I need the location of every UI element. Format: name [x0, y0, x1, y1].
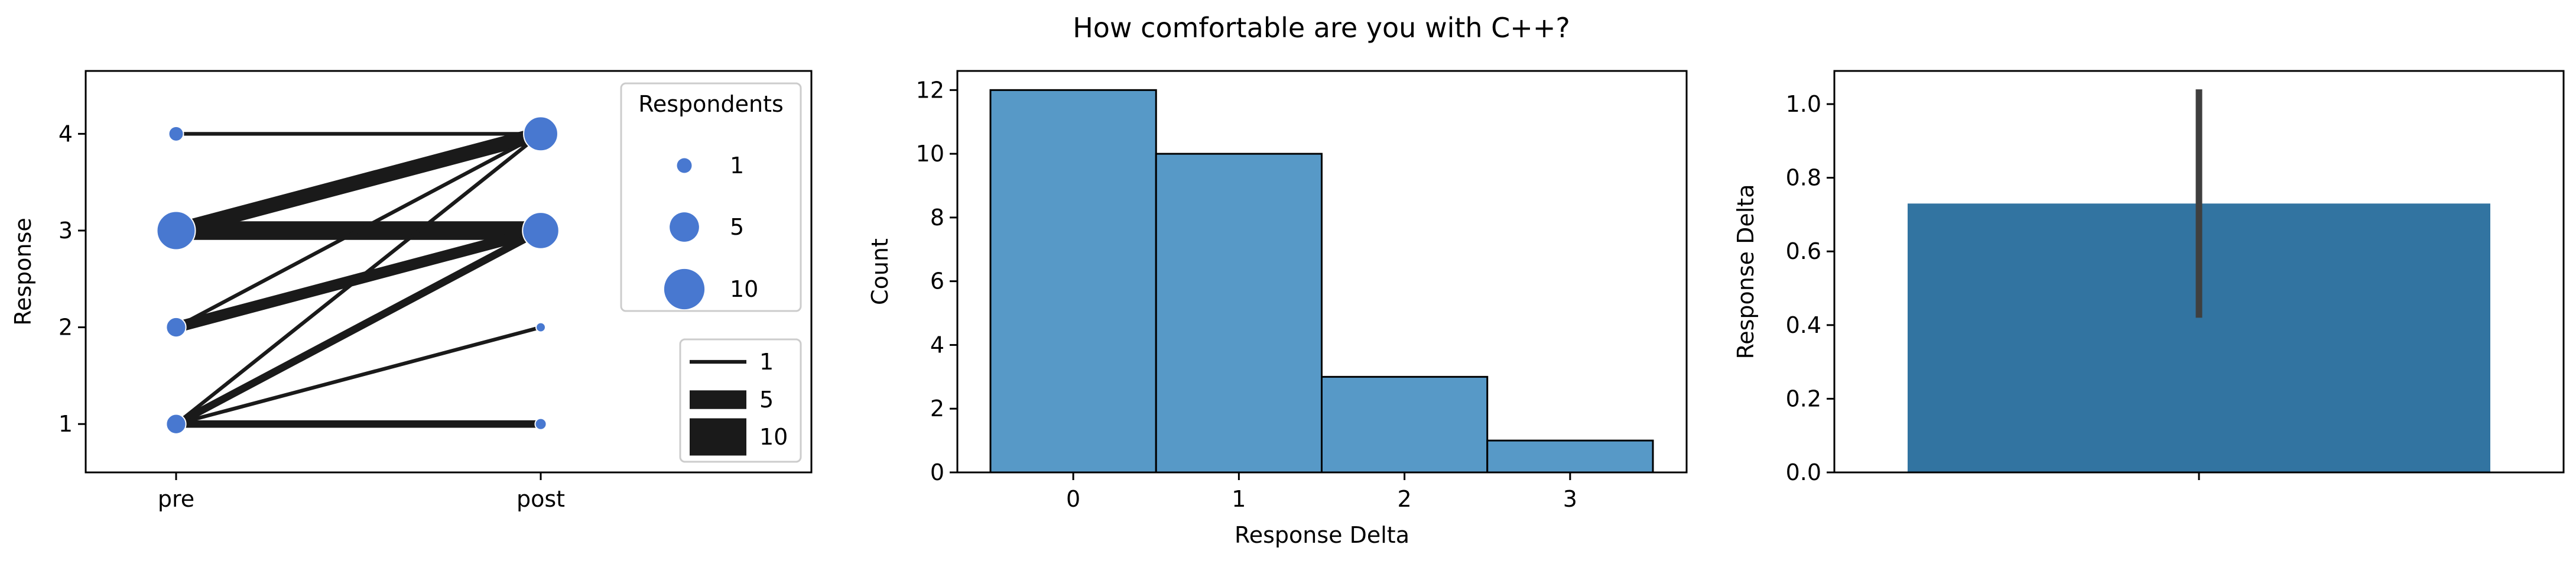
y-tick-label: 2 — [59, 315, 73, 341]
size-legend-box — [620, 82, 802, 312]
size-legend-label: 1 — [730, 153, 744, 179]
y-tick-label: 1 — [59, 411, 73, 437]
link-line — [176, 325, 541, 426]
y-tick-label: 0 — [930, 459, 944, 485]
link-line — [175, 132, 542, 329]
y-tick-label: 12 — [916, 77, 944, 103]
width-legend-label: 10 — [759, 424, 788, 450]
x-axis-label: Response Delta — [1235, 522, 1409, 548]
y-axis-label: Response Delta — [1733, 184, 1759, 359]
y-tick-label: 4 — [930, 332, 944, 358]
size-legend-label: 5 — [730, 214, 744, 240]
width-legend-label: 1 — [759, 349, 774, 375]
figure-title: How comfortable are you with C++? — [1073, 12, 1570, 44]
mean-bar-chart: 0.0 0.2 0.4 0.6 0.8 1.0 Response Delta — [1733, 70, 2565, 485]
size-legend-marker — [670, 212, 699, 242]
response-node — [534, 417, 547, 430]
y-tick-label: 4 — [59, 121, 73, 147]
size-legend-marker — [664, 268, 705, 310]
y-tick-label: 0.4 — [1786, 312, 1821, 338]
y-tick-label: 0.0 — [1786, 459, 1821, 485]
y-tick-label: 8 — [930, 205, 944, 231]
axes-frame — [956, 70, 1688, 474]
response-node — [165, 316, 187, 338]
axes-frame — [85, 70, 813, 474]
width-legend-label: 5 — [759, 387, 774, 413]
y-tick-label: 0.2 — [1786, 385, 1821, 412]
size-legend-label: 10 — [730, 276, 758, 302]
size-legend-title: Respondents — [638, 91, 784, 117]
x-tick-label: post — [517, 486, 565, 512]
link-line — [174, 227, 543, 427]
histogram-bar — [989, 89, 1157, 474]
y-tick-label: 1.0 — [1786, 91, 1821, 117]
x-tick-label: 0 — [1066, 486, 1080, 512]
y-tick-label: 10 — [916, 141, 944, 167]
x-tick-label: 3 — [1563, 486, 1577, 512]
size-legend-marker — [677, 158, 692, 173]
y-tick-label: 6 — [930, 268, 944, 294]
link-line — [174, 127, 543, 238]
y-axis-label: Response — [10, 218, 36, 326]
link-line — [175, 132, 542, 426]
response-node — [165, 413, 187, 435]
x-tick-label: 2 — [1398, 486, 1412, 512]
x-tick-label: pre — [158, 486, 194, 512]
y-tick-label: 3 — [59, 218, 73, 244]
response-node — [156, 210, 196, 251]
x-tick-label: 1 — [1232, 486, 1246, 512]
histogram-bar — [1321, 375, 1489, 474]
response-node — [523, 116, 558, 152]
y-tick-label: 0.6 — [1786, 238, 1821, 264]
histogram-bar — [1155, 153, 1323, 474]
y-tick-label: 0.8 — [1786, 165, 1821, 191]
y-tick-label: 2 — [930, 396, 944, 422]
y-axis-label: Count — [867, 238, 893, 305]
response-node — [522, 212, 560, 250]
response-node — [168, 125, 184, 142]
histogram-bar — [1486, 439, 1654, 474]
response-node — [535, 322, 546, 333]
